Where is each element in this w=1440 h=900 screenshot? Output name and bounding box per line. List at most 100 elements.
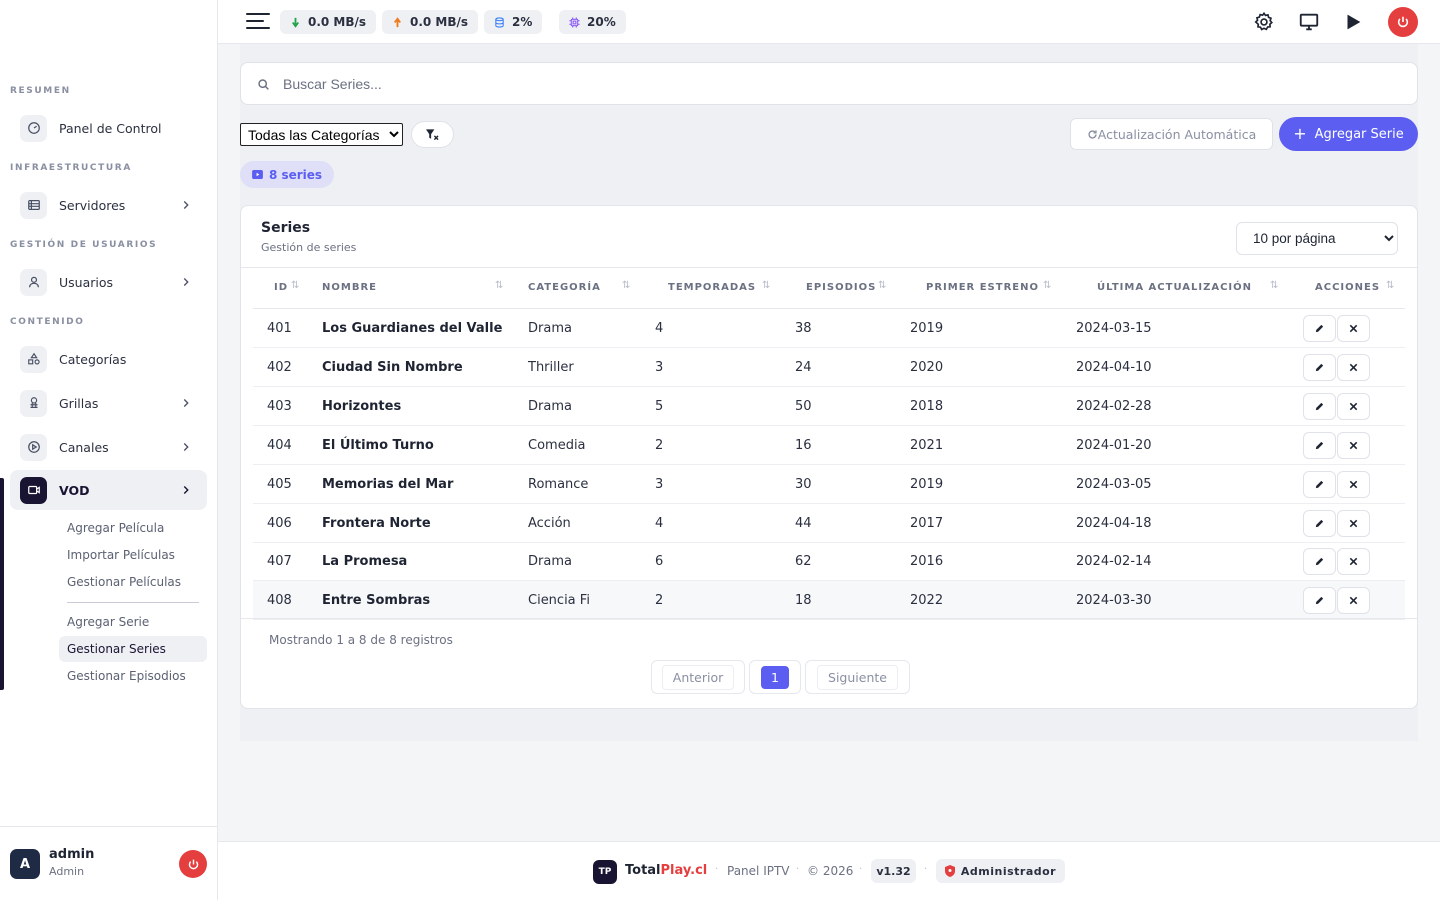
sort-icon[interactable]: ⇅ <box>762 280 771 291</box>
next-page-button[interactable]: Siguiente <box>805 660 910 694</box>
topbar: 0.0 MB/s 0.0 MB/s 2% 20% <box>218 0 1440 44</box>
divider <box>253 308 1405 309</box>
auto-refresh-button[interactable]: Actualización Automática <box>1070 118 1273 150</box>
delete-button[interactable] <box>1337 431 1370 459</box>
download-value: 0.0 MB/s <box>308 15 367 29</box>
search-input[interactable] <box>283 73 1383 95</box>
column-header-updated[interactable]: ÚLTIMA ACTUALIZACIÓN <box>1097 282 1253 293</box>
delete-button[interactable] <box>1337 392 1370 420</box>
edit-button[interactable] <box>1303 315 1336 342</box>
cpu-usage: 20% <box>559 10 626 34</box>
delete-button[interactable] <box>1337 509 1370 537</box>
sub-item-add-movie[interactable]: Agregar Película <box>67 521 165 535</box>
power-button[interactable] <box>1388 7 1418 37</box>
sidebar-item-grids[interactable]: Grillas <box>10 383 207 423</box>
gear-icon[interactable] <box>1253 11 1275 33</box>
sub-item-add-series[interactable]: Agregar Serie <box>67 615 150 629</box>
delete-button[interactable] <box>1337 548 1370 576</box>
delete-button[interactable] <box>1337 315 1370 342</box>
edit-button[interactable] <box>1303 509 1336 537</box>
user-role: Admin <box>49 865 85 878</box>
delete-button[interactable] <box>1337 353 1370 381</box>
sidebar-item-channels[interactable]: Canales <box>10 427 207 467</box>
cell-category: Romance <box>528 476 589 492</box>
cpu-value: 20% <box>587 15 616 29</box>
sub-item-import-movies[interactable]: Importar Películas <box>67 548 175 562</box>
cell-category: Acción <box>528 515 571 531</box>
filter-clear-icon <box>426 128 439 140</box>
sort-icon[interactable]: ⇅ <box>878 280 887 291</box>
sidebar-item-dashboard[interactable]: Panel de Control <box>10 108 207 148</box>
logout-button[interactable] <box>179 850 207 878</box>
search-bar[interactable] <box>240 62 1418 105</box>
close-icon <box>1349 519 1358 527</box>
separator-dot: · <box>859 864 863 875</box>
page-1-button[interactable]: 1 <box>749 660 801 694</box>
sort-icon[interactable]: ⇅ <box>291 280 300 291</box>
close-icon <box>1349 441 1358 449</box>
table-row: 402 Ciudad Sin Nombre Thriller 3 24 2020 2024-… <box>253 348 1405 387</box>
sort-icon[interactable]: ⇅ <box>622 280 631 291</box>
column-header-category[interactable]: CATEGORÍA <box>528 282 601 293</box>
edit-button[interactable] <box>1303 587 1336 615</box>
column-header-id[interactable]: ID <box>274 282 289 293</box>
sort-icon[interactable]: ⇅ <box>495 280 504 291</box>
user-box: A admin Admin <box>0 826 218 900</box>
cell-updated: 2024-04-10 <box>1076 359 1152 375</box>
sort-icon[interactable]: ⇅ <box>1043 280 1052 291</box>
sidebar-item-vod[interactable]: VOD <box>10 470 207 510</box>
monitor-icon[interactable] <box>1298 11 1320 33</box>
cell-category: Drama <box>528 398 572 414</box>
sort-icon[interactable]: ⇅ <box>1386 280 1395 291</box>
sidebar-item-categories[interactable]: Categorías <box>10 339 207 379</box>
add-series-button[interactable]: + Agregar Serie <box>1279 117 1418 151</box>
sidebar-item-label: Usuarios <box>59 274 114 290</box>
cell-episodes: 62 <box>795 554 812 570</box>
table-row: 401 Los Guardianes del Valle Drama 4 38 2019 2… <box>253 309 1405 348</box>
cell-name: La Promesa <box>322 554 408 570</box>
series-card: Series Gestión de series 10 por página I… <box>240 205 1418 709</box>
cell-seasons: 4 <box>655 515 664 531</box>
column-header-premiere[interactable]: PRIMER ESTRENO <box>926 282 1039 293</box>
prev-page-button[interactable]: Anterior <box>651 660 745 694</box>
chevron-right-icon <box>183 399 189 407</box>
sidebar: RESUMEN Panel de Control INFRAESTRUCTURA… <box>0 0 218 900</box>
page-number: 1 <box>761 665 789 689</box>
card-title: Series <box>261 220 311 236</box>
chevron-right-icon <box>183 443 189 451</box>
column-header-actions: ACCIONES <box>1315 282 1381 293</box>
cell-premiere: 2019 <box>910 476 944 492</box>
divider <box>67 602 199 603</box>
sort-icon[interactable]: ⇅ <box>1270 280 1279 291</box>
menu-toggle-button[interactable] <box>246 13 270 31</box>
column-header-seasons[interactable]: TEMPORADAS <box>668 282 757 293</box>
category-filter-select[interactable]: Todas las Categorías <box>240 123 403 146</box>
close-icon <box>1349 363 1358 372</box>
sub-item-manage-episodes[interactable]: Gestionar Episodios <box>67 669 186 683</box>
sidebar-item-users[interactable]: Usuarios <box>10 262 207 302</box>
server-icon <box>20 191 47 219</box>
arrow-down-icon <box>292 17 299 28</box>
per-page-select[interactable]: 10 por página <box>1236 222 1398 255</box>
delete-button[interactable] <box>1337 470 1370 498</box>
cpu-icon <box>569 16 580 28</box>
cell-episodes: 16 <box>795 437 812 453</box>
sub-item-manage-movies[interactable]: Gestionar Películas <box>67 575 182 589</box>
play-icon[interactable] <box>1342 11 1364 33</box>
cell-id: 402 <box>267 359 292 375</box>
column-header-episodes[interactable]: EPISODIOS <box>806 282 877 293</box>
cell-updated: 2024-03-05 <box>1076 476 1152 492</box>
edit-button[interactable] <box>1303 548 1336 576</box>
cell-updated: 2024-02-14 <box>1076 554 1152 570</box>
column-header-name[interactable]: NOMBRE <box>322 282 377 293</box>
sidebar-item-servers[interactable]: Servidores <box>10 185 207 225</box>
product-name: Panel IPTV <box>727 864 790 878</box>
edit-button[interactable] <box>1303 353 1336 381</box>
sub-item-manage-series[interactable]: Gestionar Series <box>59 636 207 662</box>
cell-premiere: 2016 <box>910 554 944 570</box>
edit-button[interactable] <box>1303 470 1336 498</box>
edit-button[interactable] <box>1303 431 1336 459</box>
edit-button[interactable] <box>1303 392 1336 420</box>
clear-filter-button[interactable] <box>411 121 454 148</box>
delete-button[interactable] <box>1337 587 1370 615</box>
